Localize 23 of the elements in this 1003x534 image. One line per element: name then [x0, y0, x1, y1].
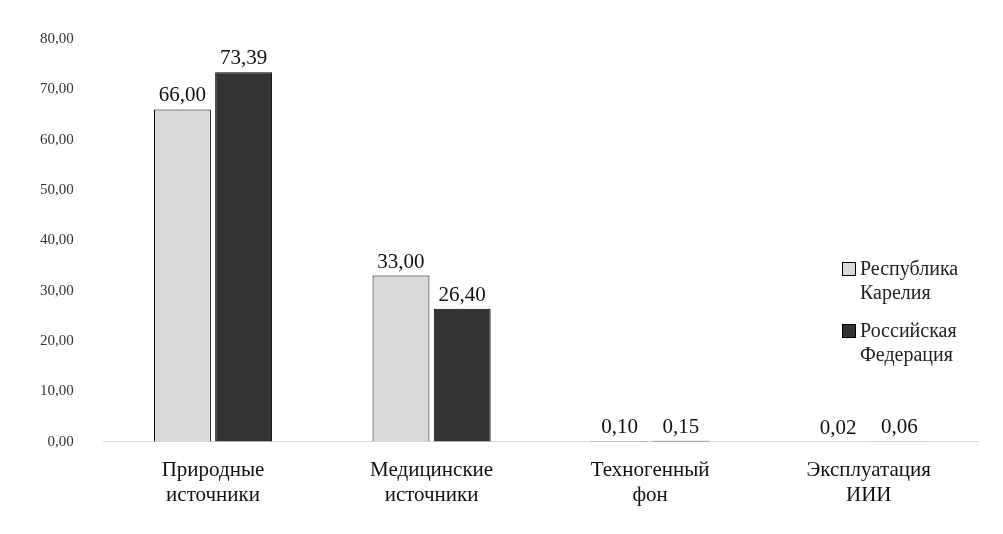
y-tick-label: 70,00 [40, 80, 74, 97]
y-tick-label: 40,00 [40, 231, 74, 248]
data-label: 0,02 [819, 414, 857, 439]
legend-label: Российская Федерация [860, 318, 958, 366]
y-tick-label: 30,00 [40, 281, 74, 298]
data-label: 33,00 [377, 248, 425, 273]
y-tick-label: 50,00 [40, 180, 74, 197]
y-tick-label: 80,00 [40, 29, 74, 46]
x-tick-label: Техногенный фон [590, 456, 710, 506]
x-tick-label: Эксплуатация ИИИ [806, 456, 932, 506]
y-tick-label: 10,00 [40, 382, 74, 399]
x-tick-label: Природные источники [161, 456, 265, 506]
legend-label: Республика Карелия [860, 256, 960, 304]
data-label: 66,00 [158, 82, 207, 107]
data-label: 0,10 [601, 414, 638, 439]
data-label: 0,15 [662, 413, 700, 438]
data-label: 0,06 [880, 414, 918, 439]
y-tick-label: 20,00 [40, 331, 74, 348]
data-label: 73,39 [220, 45, 268, 70]
y-tick-label: 0,00 [47, 432, 74, 449]
y-tick-label: 60,00 [40, 130, 74, 147]
data-label: 26,40 [438, 281, 486, 306]
x-tick-label: Медицинские источники [370, 456, 494, 506]
